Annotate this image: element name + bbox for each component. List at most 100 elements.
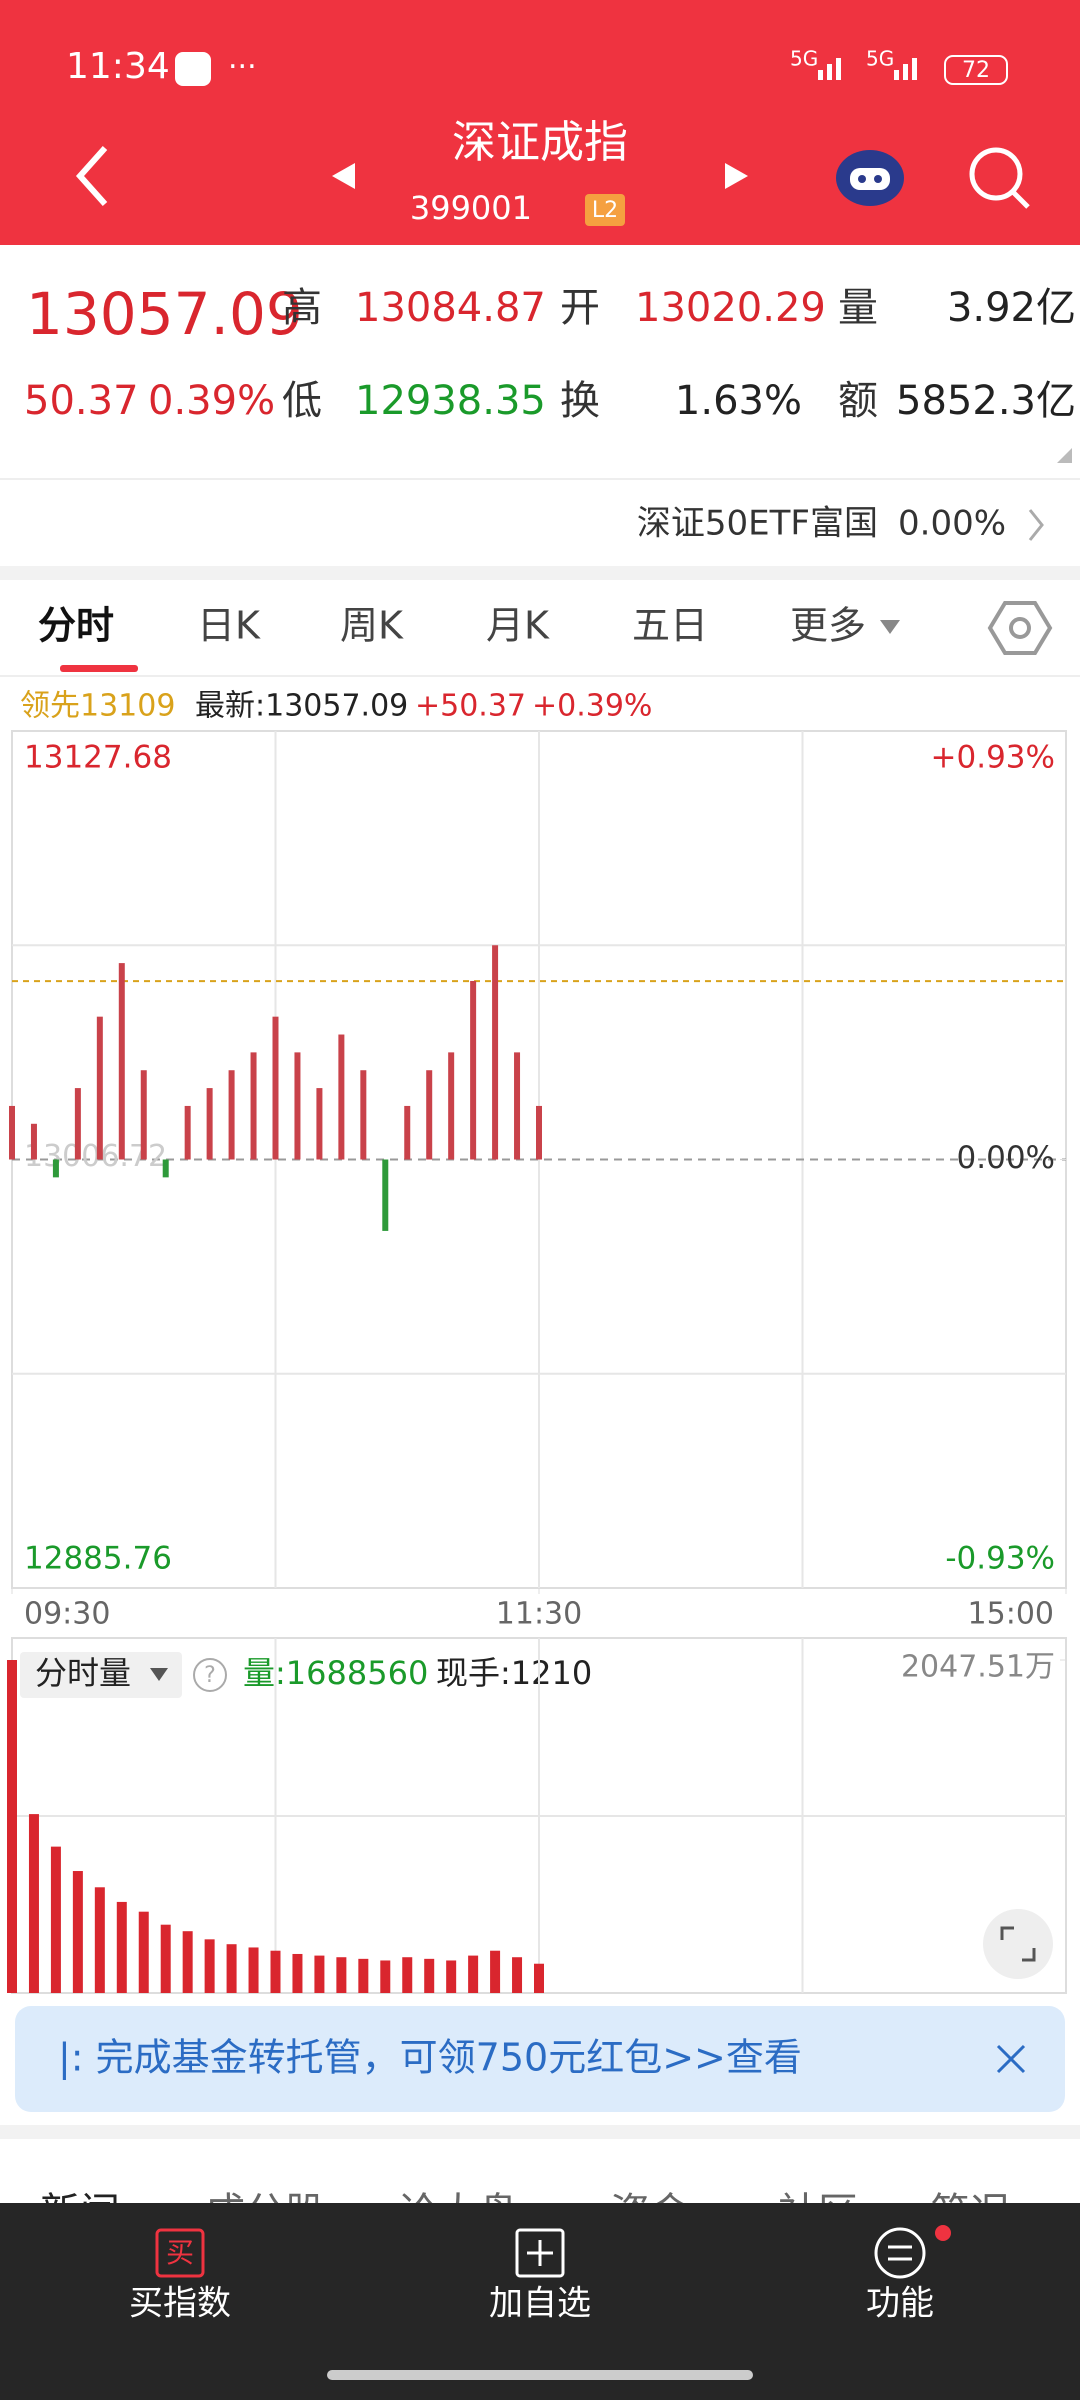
lead-label: 领先13109: [20, 689, 175, 724]
status-time: 11:34: [66, 46, 170, 87]
dropdown-arrow: [880, 620, 900, 634]
flow-bar: [360, 1070, 367, 1160]
flow-bar: [338, 1034, 345, 1160]
volume-bar: [138, 1911, 149, 1993]
dropdown-arrow: [150, 1668, 168, 1681]
flow-bar: [140, 1070, 147, 1160]
search-button[interactable]: [969, 147, 1030, 209]
flow-bar: [448, 1052, 455, 1160]
flow-bar: [514, 1052, 521, 1160]
flow-bar: [492, 945, 499, 1160]
net-1: 5G: [790, 47, 818, 71]
volume-bar: [336, 1957, 347, 1993]
volume-bar: [270, 1950, 281, 1993]
banner[interactable]: [15, 2006, 1065, 2112]
battery: [944, 55, 1008, 85]
nav-icon: [874, 2227, 926, 2279]
change: 50.37: [24, 378, 139, 424]
battery-level: 72: [962, 58, 990, 83]
flow-bar: [184, 1105, 191, 1160]
next-button[interactable]: [725, 163, 748, 189]
volume-bar: [248, 1947, 259, 1993]
nav-item[interactable]: 加自选: [489, 2284, 591, 2324]
volume-bar: [182, 1931, 193, 1993]
tab[interactable]: 日K: [197, 604, 261, 648]
tab[interactable]: 五日: [632, 604, 708, 648]
net-2: 5G: [866, 47, 894, 71]
app-icon: [175, 52, 211, 86]
volume-bar: [28, 1814, 39, 1993]
etf-name[interactable]: 深证50ETF富国: [637, 504, 878, 544]
volume-bar: [72, 1871, 83, 1993]
volume-bar: [204, 1939, 215, 1993]
volume-amount: 量:1688560: [243, 1654, 428, 1692]
x-tick-label: 09:30: [24, 1597, 110, 1632]
corner-mark: [1057, 448, 1072, 463]
flow-bar: [426, 1070, 433, 1160]
x-tick-label: 11:30: [496, 1597, 582, 1632]
pct-label: +0.39%: [532, 689, 652, 724]
help-mark: ?: [204, 1663, 216, 1688]
page-title: 深证成指: [452, 117, 628, 168]
y-tick-label: 12885.76: [24, 1541, 172, 1577]
robot-button[interactable]: [836, 150, 904, 206]
nav-item[interactable]: 功能: [866, 2284, 934, 2324]
flow-bar: [316, 1088, 323, 1160]
tab[interactable]: 更多: [790, 604, 866, 648]
divider: [0, 478, 1080, 480]
volume-bar: [292, 1953, 303, 1993]
volume-selector[interactable]: [20, 1652, 182, 1698]
help-icon[interactable]: [193, 1658, 227, 1692]
tab[interactable]: 周K: [340, 604, 404, 648]
flow-bar: [30, 1123, 37, 1160]
flow-bar: [382, 1159, 389, 1231]
flow-bar: [52, 1159, 59, 1178]
volume-bar: [160, 1924, 171, 1993]
volume-bar: [116, 1901, 127, 1993]
change-label: +50.37: [415, 689, 526, 724]
value: 1.63%: [675, 378, 802, 424]
volume-bar: [380, 1960, 391, 1993]
prev-button[interactable]: [332, 163, 355, 189]
banner-text: |: 完成基金转托管，可领750元红包>>查看: [58, 2036, 802, 2081]
value: 13084.87: [355, 285, 546, 331]
banner-close[interactable]: [996, 2044, 1026, 2074]
volume-bar: [50, 1846, 61, 1993]
latest-label: 最新:13057.09: [195, 689, 408, 724]
divider: [0, 675, 1080, 677]
x-tick-label: 15:00: [968, 1597, 1054, 1632]
volume-bar: [512, 1957, 523, 1993]
nav-item[interactable]: 买指数: [129, 2284, 231, 2324]
back-button[interactable]: [75, 146, 108, 206]
stock-code: 399001: [410, 189, 532, 227]
badge-bg: [585, 194, 625, 226]
value: 5852.3亿: [896, 378, 1076, 424]
flow-bar: [9, 1105, 15, 1160]
value: 12938.35: [355, 378, 546, 424]
flow-bar: [470, 980, 477, 1160]
flow-bar: [404, 1105, 411, 1160]
y-tick-label: 13127.68: [24, 740, 172, 776]
volume-title: 分时量: [35, 1654, 131, 1692]
flow-bar: [206, 1088, 213, 1160]
flow-bar: [162, 1159, 169, 1178]
flow-bar: [96, 1016, 103, 1160]
etf-pct: 0.00%: [898, 504, 1006, 544]
volume-bar: [424, 1958, 435, 1993]
settings-button[interactable]: [987, 601, 1053, 655]
badge-dot: [935, 2225, 951, 2241]
tab-active[interactable]: 分时: [38, 604, 114, 648]
tab-indicator: [60, 665, 138, 672]
value: 13020.29: [635, 285, 826, 331]
volume-bar: [468, 1955, 479, 1993]
tab[interactable]: 月K: [486, 604, 550, 648]
gap: [0, 566, 1080, 580]
home-indicator: [327, 2370, 753, 2380]
y2-tick-label: +0.93%: [931, 740, 1055, 776]
bottom-nav: [0, 2203, 1080, 2400]
badge: L2: [592, 198, 618, 223]
expand-button[interactable]: [983, 1909, 1053, 1979]
flow-bar: [118, 963, 125, 1160]
label: 换: [560, 378, 600, 424]
